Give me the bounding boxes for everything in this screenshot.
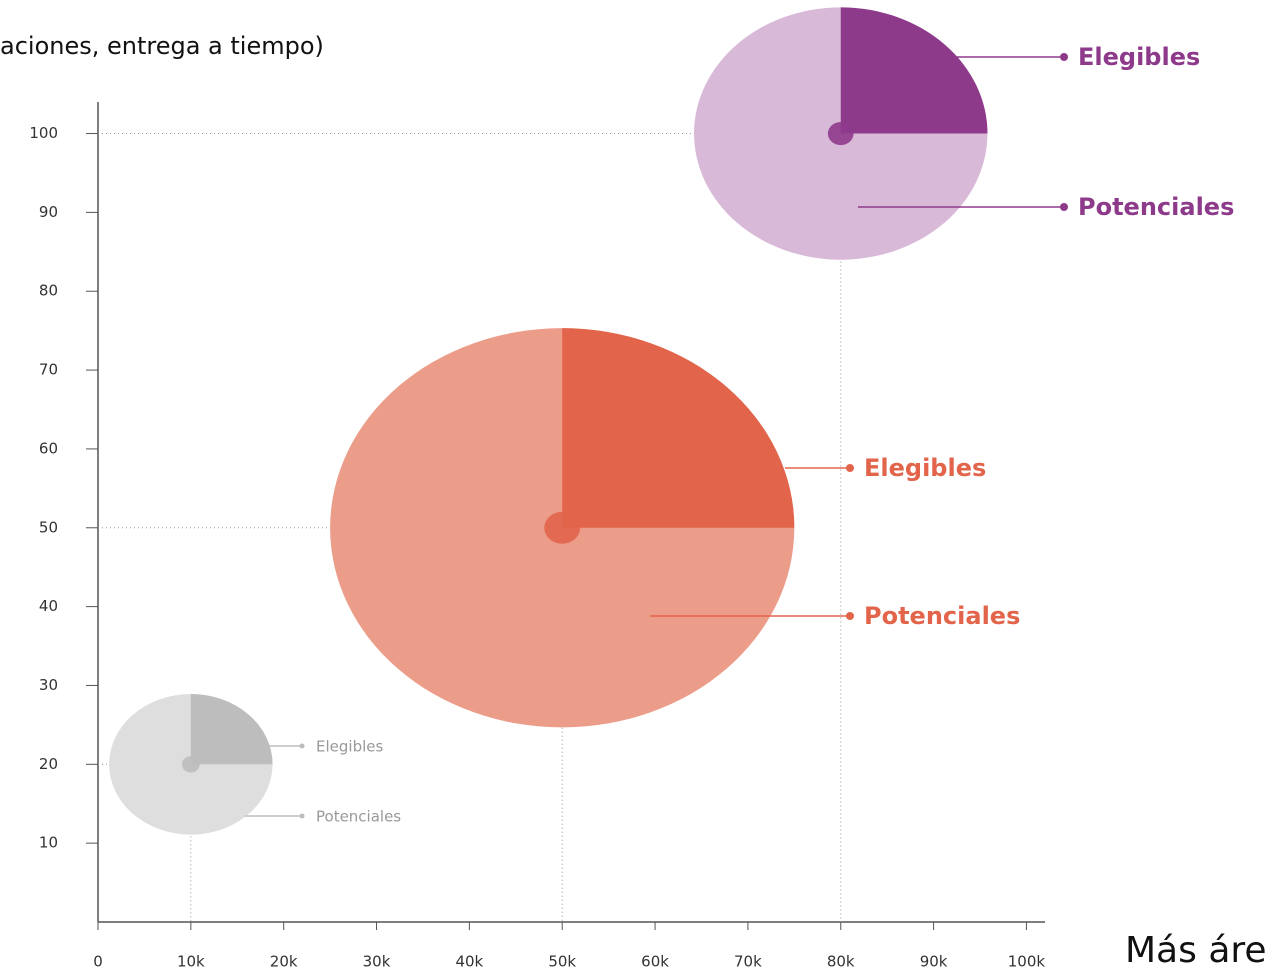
bubble-label: Potenciales	[864, 602, 1020, 630]
y-tick-label: 100	[29, 124, 58, 142]
x-tick-label: 50k	[548, 953, 576, 971]
footer-text: Más áre	[1125, 930, 1267, 971]
label-dot	[1060, 53, 1068, 61]
x-tick-label: 80k	[827, 953, 855, 971]
bubble-center	[544, 511, 581, 544]
bubble-elegibles	[190, 694, 273, 765]
y-tick-label: 50	[39, 518, 58, 536]
label-dot	[299, 813, 305, 819]
x-tick-label: 30k	[363, 953, 391, 971]
x-tick-label: 0	[93, 953, 103, 971]
label-dot	[1060, 203, 1068, 211]
y-tick-label: 90	[39, 203, 58, 221]
y-tick-label: 10	[39, 834, 58, 852]
label-dot	[846, 464, 854, 472]
label-dot	[299, 743, 305, 749]
x-tick-label: 40k	[455, 953, 483, 971]
y-tick-label: 60	[39, 439, 58, 457]
bubble-label: Elegibles	[316, 738, 383, 756]
x-tick-label: 20k	[270, 953, 298, 971]
bubble-label: Elegibles	[1078, 43, 1200, 71]
x-tick-label: 100k	[1008, 953, 1046, 971]
bubble-elegibles	[840, 7, 988, 134]
bubble-center	[827, 121, 854, 146]
x-tick-label: 10k	[177, 953, 205, 971]
subtitle: aciones, entrega a tiempo)	[0, 32, 324, 60]
y-tick-label: 70	[39, 361, 58, 379]
bubble-label: Potenciales	[316, 808, 401, 826]
bubble-label: Potenciales	[1078, 193, 1234, 221]
label-dot	[846, 612, 854, 620]
y-tick-label: 20	[39, 755, 58, 773]
y-tick-label: 30	[39, 676, 58, 694]
bubble-elegibles	[562, 328, 795, 528]
x-tick-label: 70k	[734, 953, 762, 971]
x-tick-label: 90k	[920, 953, 948, 971]
bubble-label: Elegibles	[864, 454, 986, 482]
bubble-center	[181, 756, 200, 773]
y-tick-label: 40	[39, 597, 58, 615]
x-tick-label: 60k	[641, 953, 669, 971]
y-tick-label: 80	[39, 282, 58, 300]
